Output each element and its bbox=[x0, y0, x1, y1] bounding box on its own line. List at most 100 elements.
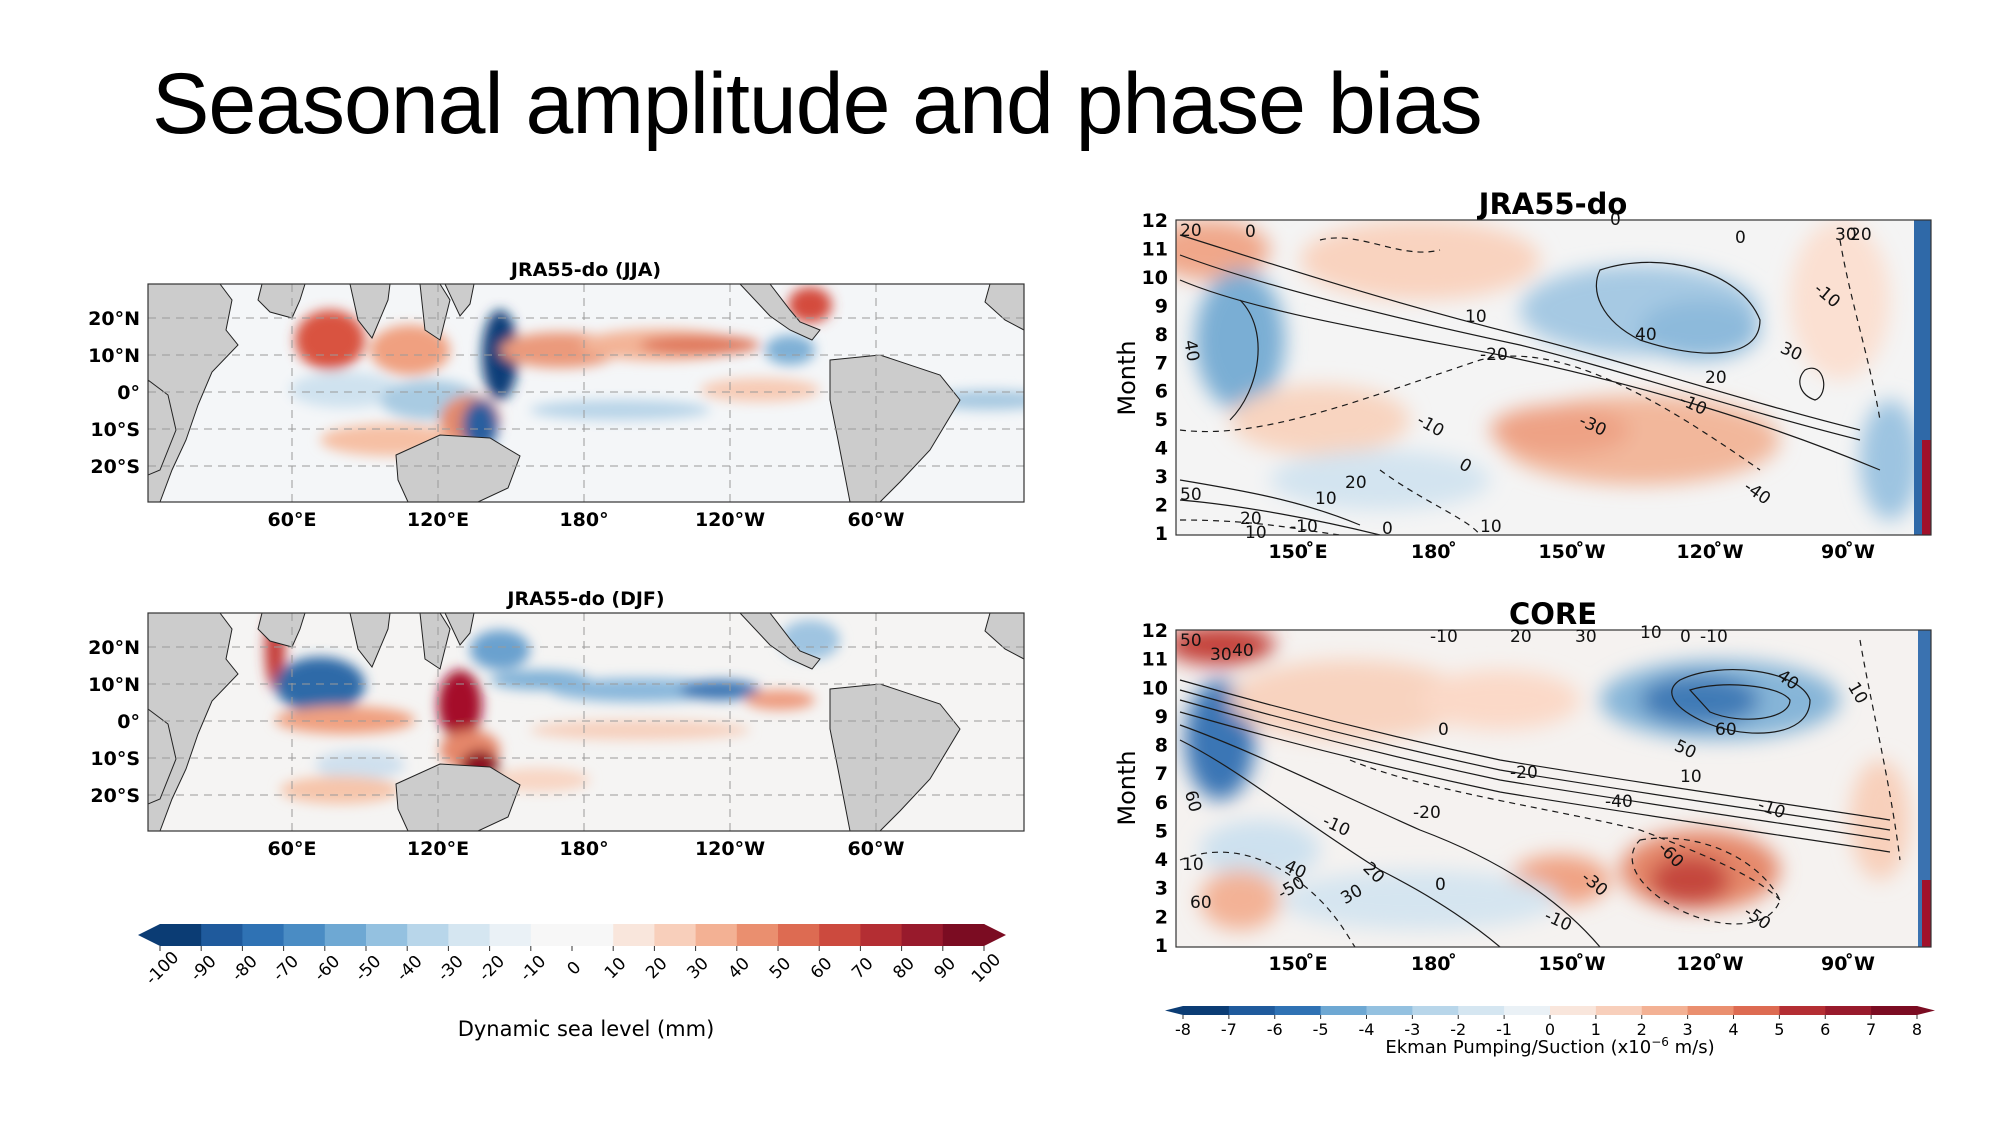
svg-text:0°: 0° bbox=[117, 711, 140, 733]
colorbar-ekman-segment bbox=[1595, 1006, 1643, 1015]
hov-jra-ylabel: Month bbox=[1113, 340, 1141, 415]
colorbar-dsl-ticks: -100 -90 -80 -70 -60 -50 -40 -30 -20 -10 0 10 20 30 40… bbox=[142, 946, 1005, 989]
colorbar-ekman-label: Ekman Pumping/Suction (x10−6 m/s) bbox=[1385, 1035, 1714, 1058]
colorbar-dsl-segment bbox=[448, 924, 491, 946]
hov-core-frame bbox=[1175, 629, 1932, 948]
svg-text:-10: -10 bbox=[1700, 627, 1728, 647]
colorbar-dsl-tick-label: -90 bbox=[187, 952, 221, 986]
hov-jra-frame bbox=[1175, 219, 1932, 536]
colorbar-dsl-tick-label: -60 bbox=[310, 952, 344, 986]
svg-text:20: 20 bbox=[1345, 473, 1367, 493]
colorbar-ekman-tick-label: 6 bbox=[1820, 1020, 1830, 1039]
colorbar-ekman-tick-label: 5 bbox=[1774, 1020, 1784, 1039]
svg-text:10: 10 bbox=[1182, 855, 1204, 875]
svg-text:0: 0 bbox=[1245, 222, 1256, 242]
svg-text:0: 0 bbox=[1435, 875, 1446, 895]
month-tick-label: 10 bbox=[1142, 267, 1168, 289]
colorbar-ekman-extend-max bbox=[1917, 1006, 1935, 1015]
colorbar-dsl-tick-label: -20 bbox=[475, 952, 509, 986]
colorbar-ekman-segments bbox=[1165, 1006, 1935, 1015]
month-tick-label: 12 bbox=[1142, 620, 1168, 642]
colorbar-ekman-tick-label: -1 bbox=[1496, 1020, 1512, 1039]
colorbar-ekman-tick-label: 2 bbox=[1637, 1020, 1647, 1039]
colorbar-dsl-segments bbox=[138, 924, 1006, 946]
colorbar-dsl-tick-label: -70 bbox=[269, 952, 303, 986]
hov-jra: JRA55-do bbox=[1113, 187, 1932, 563]
svg-text:10: 10 bbox=[1245, 523, 1267, 543]
svg-text:0°: 0° bbox=[117, 382, 140, 404]
svg-text:180 ̊: 180 ̊ bbox=[1411, 540, 1457, 563]
colorbar-dsl-segment bbox=[901, 924, 944, 946]
svg-text:180°: 180° bbox=[559, 509, 608, 531]
svg-text:120°W: 120°W bbox=[695, 838, 765, 860]
colorbar-ekman: -8 -7 -6 -5 -4 -3 -2 -1 0 1 2 3 4 5 6 7 8 Ekman Pumping/… bbox=[1165, 1006, 1935, 1058]
hov-core-xticks: 150 ̊E 180 ̊ 150 ̊W 120 ̊W 90 ̊W bbox=[1268, 952, 1875, 975]
svg-text:20: 20 bbox=[1510, 627, 1532, 647]
colorbar-dsl-tick-label: 70 bbox=[848, 954, 877, 983]
svg-text:60: 60 bbox=[1190, 893, 1212, 913]
colorbar-dsl-segment bbox=[942, 924, 985, 946]
colorbar-dsl-label: Dynamic sea level (mm) bbox=[458, 1017, 715, 1041]
colorbar-ekman-tick-label: 0 bbox=[1545, 1020, 1555, 1039]
month-tick-label: 11 bbox=[1142, 649, 1168, 671]
colorbar-dsl-tick-label: 90 bbox=[931, 954, 960, 983]
colorbar-dsl-tick-label: 20 bbox=[642, 954, 671, 983]
colorbar-dsl-tick-label: 30 bbox=[683, 954, 712, 983]
map-jja-xticks: 60°E 120°E 180° 120°W 60°W bbox=[268, 509, 905, 531]
colorbar-dsl-extend-min bbox=[138, 924, 160, 946]
svg-text:50: 50 bbox=[1180, 485, 1202, 505]
colorbar-ekman-segment bbox=[1274, 1006, 1322, 1015]
colorbar-dsl-segment bbox=[283, 924, 326, 946]
colorbar-dsl-tick-label: -50 bbox=[352, 952, 386, 986]
month-tick-label: 8 bbox=[1155, 735, 1168, 757]
month-tick-label: 1 bbox=[1155, 523, 1168, 545]
colorbar-ekman-tick-label: 4 bbox=[1728, 1020, 1738, 1039]
hov-core-contours bbox=[1179, 639, 1901, 947]
month-tick-label: 10 bbox=[1142, 677, 1168, 699]
svg-text:120°E: 120°E bbox=[407, 509, 469, 531]
svg-text:120 ̊W: 120 ̊W bbox=[1676, 952, 1743, 975]
svg-text:30: 30 bbox=[1210, 645, 1232, 665]
colorbar-dsl-extend-max bbox=[984, 924, 1006, 946]
month-tick-label: 2 bbox=[1155, 906, 1168, 928]
colorbar-ekman-segment bbox=[1366, 1006, 1413, 1015]
svg-text:10°S: 10°S bbox=[90, 748, 140, 770]
svg-text:120°W: 120°W bbox=[695, 509, 765, 531]
svg-text:-20: -20 bbox=[1480, 345, 1508, 365]
month-tick-label: 4 bbox=[1155, 438, 1168, 460]
month-tick-label: 7 bbox=[1155, 352, 1168, 374]
svg-text:120°E: 120°E bbox=[407, 838, 469, 860]
map-djf-xticks: 60°E 120°E 180° 120°W 60°W bbox=[268, 838, 905, 860]
month-tick-label: 2 bbox=[1155, 495, 1168, 517]
colorbar-ekman-extend-min bbox=[1165, 1006, 1183, 1015]
svg-text:150 ̊E: 150 ̊E bbox=[1268, 540, 1327, 563]
svg-text:60°E: 60°E bbox=[268, 838, 317, 860]
month-tick-label: 9 bbox=[1155, 295, 1168, 317]
colorbar-dsl-tick-label: 50 bbox=[766, 954, 795, 983]
svg-text:10: 10 bbox=[1680, 767, 1702, 787]
colorbar-ekman-tick-label: -3 bbox=[1404, 1020, 1420, 1039]
colorbar-dsl-segment bbox=[324, 924, 367, 946]
colorbar-ekman-tick-label: 8 bbox=[1912, 1020, 1922, 1039]
map-djf-grid bbox=[148, 613, 1024, 831]
svg-text:0: 0 bbox=[1438, 720, 1449, 740]
colorbar-ekman-segment bbox=[1687, 1006, 1734, 1015]
svg-text:120 ̊W: 120 ̊W bbox=[1676, 540, 1743, 563]
month-tick-label: 1 bbox=[1155, 935, 1168, 957]
map-djf-yticks: 20°N 10°N 0° 10°S 20°S bbox=[88, 637, 140, 807]
colorbar-dsl-segment bbox=[860, 924, 903, 946]
month-tick-label: 5 bbox=[1155, 820, 1168, 842]
colorbar-dsl-tick-label: 0 bbox=[564, 958, 586, 980]
svg-text:10°N: 10°N bbox=[88, 674, 140, 696]
svg-text:-40: -40 bbox=[1605, 792, 1633, 812]
svg-text:60°W: 60°W bbox=[848, 838, 905, 860]
colorbar-dsl-segment bbox=[407, 924, 449, 946]
svg-text:60: 60 bbox=[1715, 720, 1737, 740]
colorbar-dsl-segment bbox=[819, 924, 861, 946]
colorbar-dsl-tick-label: -10 bbox=[516, 952, 550, 986]
month-tick-label: 6 bbox=[1155, 792, 1168, 814]
hov-core: CORE bbox=[1113, 597, 1932, 975]
svg-text:10: 10 bbox=[1465, 307, 1487, 327]
svg-text:-20: -20 bbox=[1413, 803, 1441, 823]
svg-text:10°S: 10°S bbox=[90, 419, 140, 441]
